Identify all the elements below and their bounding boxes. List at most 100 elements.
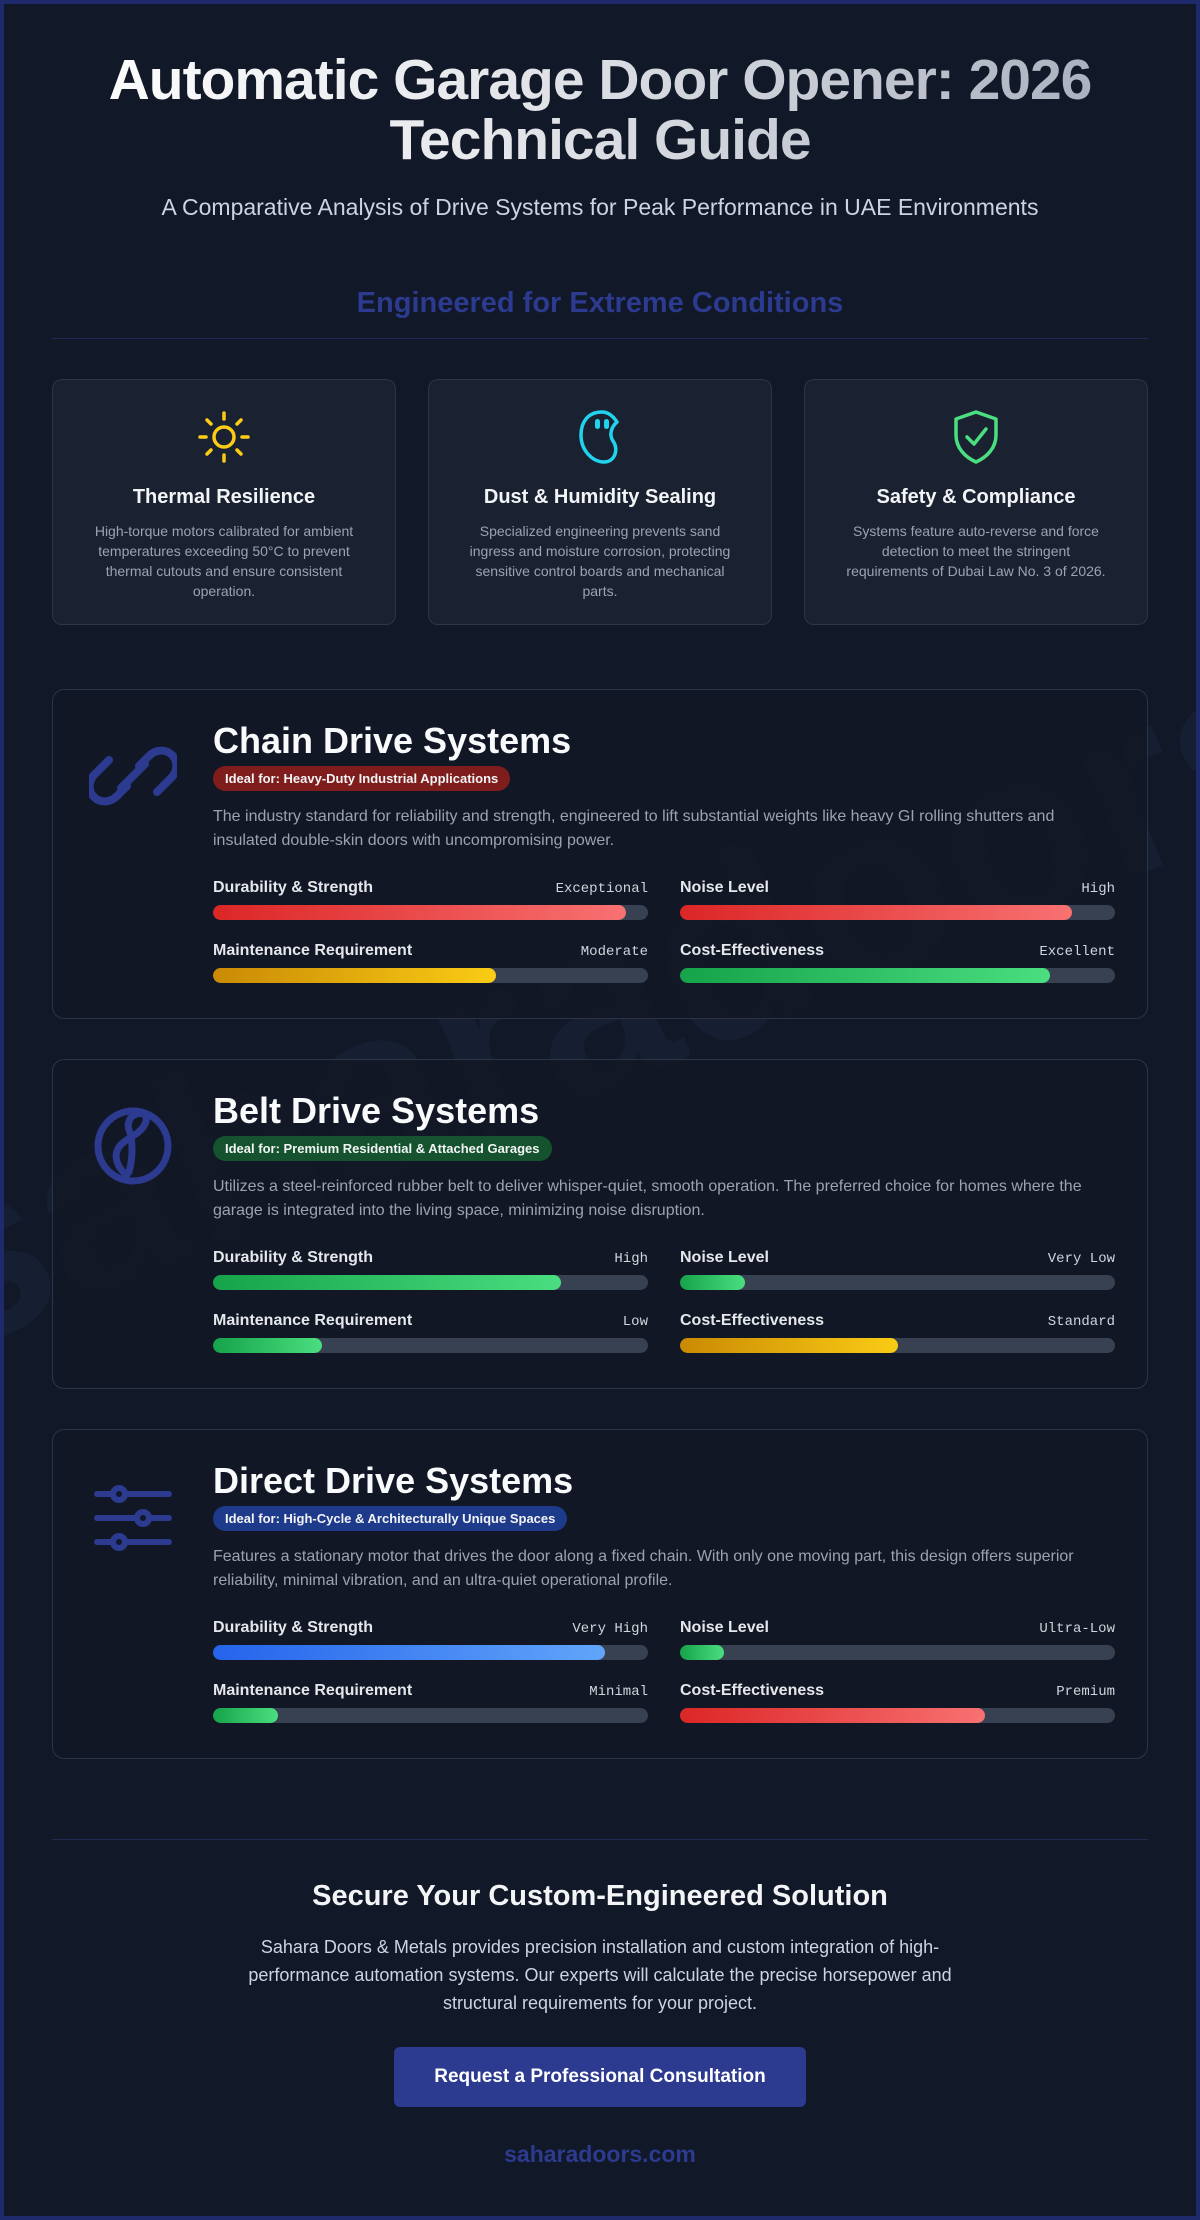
metric-value: Excellent [1039,944,1115,960]
metric-bar-fill [680,1645,724,1660]
metric-bar-fill [680,1338,898,1353]
feature-title: Dust & Humidity Sealing [483,486,717,508]
metric-track [680,905,1115,920]
cta-title: Secure Your Custom-Engineered Solution [312,1880,888,1912]
metric-maintenance: Maintenance Requirement Low [213,1312,648,1353]
metric-track [680,1275,1115,1290]
metric-value: High [614,1251,648,1267]
sliders-icon [94,1485,172,1551]
drive-description: Utilizes a steel-reinforced rubber belt … [213,1178,1082,1219]
metric-label: Durability & Strength [213,1249,374,1266]
chain-link-icon [89,746,177,806]
metric-track [213,1645,648,1660]
consultation-button[interactable]: Request a Professional Consultation [394,2047,806,2107]
drive-description: The industry standard for reliability an… [213,808,1055,849]
metric-value: Ultra-Low [1039,1621,1115,1637]
sun-icon [198,411,250,463]
section-divider [52,338,1148,339]
metric-track [680,1708,1115,1723]
metric-track [680,1338,1115,1353]
metric-label: Cost-Effectiveness [680,1682,825,1699]
drive-title: Chain Drive Systems [213,720,572,761]
drive-card-direct: Direct Drive Systems Ideal for: High-Cyc… [52,1429,1148,1759]
website-link[interactable]: saharadoors.com [504,2141,696,2167]
metric-label: Noise Level [680,1619,769,1636]
metric-bar-fill [680,1275,746,1290]
metric-value: Very Low [1047,1251,1115,1267]
metric-value: Premium [1056,1684,1115,1700]
metric-bar-fill [213,905,627,920]
metric-durability: Durability & Strength Exceptional [213,879,648,920]
ideal-for-badge: Ideal for: High-Cycle & Architecturally … [213,1506,568,1531]
metric-value: Moderate [580,944,648,960]
belt-loop-icon [94,1107,172,1185]
drive-description: Features a stationary motor that drives … [213,1548,1074,1589]
metric-value: Minimal [589,1684,648,1700]
drive-title: Direct Drive Systems [213,1460,574,1501]
metric-cost: Cost-Effectiveness Premium [680,1682,1115,1723]
ideal-for-badge: Ideal for: Heavy-Duty Industrial Applica… [213,766,511,791]
feature-title: Safety & Compliance [876,486,1076,508]
page-header: Automatic Garage Door Opener: 2026 Techn… [52,4,1148,221]
metric-label: Noise Level [680,1249,769,1266]
page-title: Automatic Garage Door Opener: 2026 Techn… [52,50,1148,170]
feature-card-safety: Safety & Compliance Systems feature auto… [804,379,1148,625]
metric-track [213,1338,648,1353]
drive-card-chain: Chain Drive Systems Ideal for: Heavy-Dut… [52,689,1148,1019]
page-subtitle: A Comparative Analysis of Drive Systems … [161,194,1039,220]
feature-text: High-torque motors calibrated for ambien… [94,523,354,599]
drive-card-belt: Belt Drive Systems Ideal for: Premium Re… [52,1059,1148,1389]
metric-bar-fill [680,905,1072,920]
shield-check-icon [954,410,998,464]
metric-noise: Noise Level Ultra-Low [680,1619,1115,1660]
metric-bar-fill [680,1708,985,1723]
metric-value: High [1081,881,1115,897]
metric-label: Maintenance Requirement [213,1682,413,1699]
metric-maintenance: Maintenance Requirement Minimal [213,1682,648,1723]
feature-text: Systems feature auto-reverse and force d… [846,523,1106,579]
metric-durability: Durability & Strength High [213,1249,648,1290]
metric-noise: Noise Level Very Low [680,1249,1115,1290]
conditions-section: Engineered for Extreme Conditions [52,287,1148,625]
metric-label: Cost-Effectiveness [680,1312,825,1329]
metric-bar-fill [213,1275,561,1290]
metric-label: Durability & Strength [213,1619,374,1636]
cta-divider [52,1839,1148,1840]
metric-track [213,1708,648,1723]
feature-card-thermal: Thermal Resilience High-torque motors ca… [52,379,396,625]
metric-label: Cost-Effectiveness [680,942,825,959]
ideal-for-badge: Ideal for: Premium Residential & Attache… [213,1136,552,1161]
metric-noise: Noise Level High [680,879,1115,920]
metric-label: Durability & Strength [213,879,374,896]
metric-value: Very High [572,1621,648,1637]
metric-label: Maintenance Requirement [213,942,413,959]
metric-label: Maintenance Requirement [213,1312,413,1329]
metric-maintenance: Maintenance Requirement Moderate [213,942,648,983]
metric-value: Standard [1047,1314,1115,1330]
metric-value: Exceptional [555,881,648,897]
metric-value: Low [622,1314,648,1330]
metric-cost: Cost-Effectiveness Excellent [680,942,1115,983]
section-title: Engineered for Extreme Conditions [356,287,844,319]
metric-track [213,1275,648,1290]
drive-title: Belt Drive Systems [213,1090,540,1131]
metric-cost: Cost-Effectiveness Standard [680,1312,1115,1353]
metric-bar-fill [213,1338,322,1353]
metric-durability: Durability & Strength Very High [213,1619,648,1660]
metric-track [213,905,648,920]
metric-bar-fill [213,1708,279,1723]
metric-track [680,1645,1115,1660]
feature-text: Specialized engineering prevents sand in… [469,523,731,599]
feature-card-sealing: Dust & Humidity Sealing Specialized engi… [428,379,772,625]
cta-text: Sahara Doors & Metals provides precision… [248,1937,952,2013]
feature-title: Thermal Resilience [132,486,316,508]
metric-bar-fill [680,968,1050,983]
metric-label: Noise Level [680,879,769,896]
metric-track [213,968,648,983]
metric-bar-fill [213,1645,605,1660]
droplet-icon [579,410,619,464]
cta-section: Secure Your Custom-Engineered Solution S… [52,1840,1148,2168]
metric-track [680,968,1115,983]
metric-bar-fill [213,968,496,983]
